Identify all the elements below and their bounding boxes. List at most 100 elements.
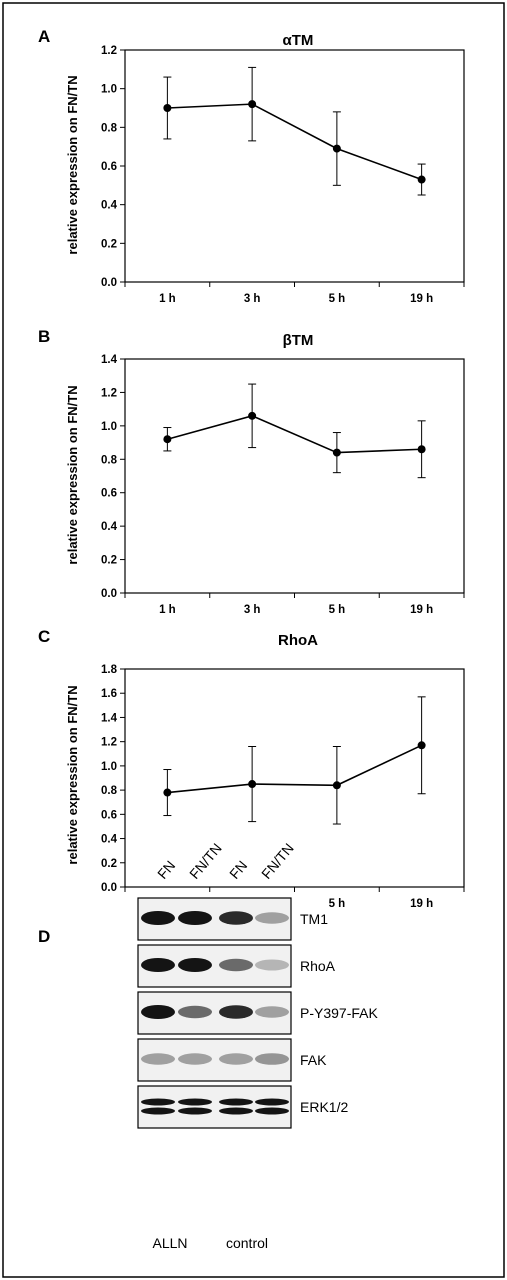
data-point-c [248,780,257,789]
panel-letter-a: A [38,27,50,46]
blot-rows: TM1 RhoA P-Y397-FAK FAK ERK1/2 [137,897,378,1129]
x-tick-label-b: 1 h [159,604,176,616]
panel-c: C RhoA relative expression on FN/TN 0.0 0… [38,627,465,910]
y-tick-label-c: 1.8 [101,664,118,676]
x-tick-label-a: 19 h [410,293,433,305]
band-tm1 [178,911,212,925]
y-tick-label-c: 1.0 [101,761,117,773]
band-tm1 [141,911,175,925]
band-fak [255,1053,289,1065]
band-erk1-2 [178,1107,212,1115]
y-tick-label-c: 1.6 [101,688,117,700]
panel-letter-c: C [38,627,50,646]
chart-title-a: αTM [283,32,314,49]
panel-b: B βTM relative expression on FN/TN 0.00.… [38,327,465,616]
band-p-y397-fak [141,1005,175,1019]
data-point-c [332,781,341,790]
y-axis-title-a: relative expression on FN/TN [65,75,80,254]
chart-marks-b: 0.0 0.2 0.4 0.6 0.8 1.0 1.2 1.4 1 h 3 h 5 h 19 h [101,354,465,616]
y-tick-label-c: 1.4 [101,712,118,724]
data-point-c [163,788,172,797]
data-point-b [417,445,426,454]
y-axis-title-b: relative expression on FN/TN [65,385,80,564]
y-tick-label-b: 0.6 [101,488,117,500]
band-erk1-2 [141,1107,175,1115]
y-tick-label-b: 0.2 [101,555,117,567]
panel-a: A αTM relative expression on FN/TN 0.00.… [38,27,465,305]
y-tick-label-c: 0.6 [101,809,117,821]
blot-box-erk1-2 [137,1085,292,1129]
y-tick-label-b: 0.4 [101,521,118,533]
group-label-control: control [226,1235,268,1251]
y-tick-label-a: 1.2 [101,45,117,57]
blot-label-tm1: TM1 [300,911,328,927]
band-p-y397-fak [219,1005,253,1019]
y-tick-label-c: 1.2 [101,737,117,749]
y-axis-title-c: relative expression on FN/TN [65,685,80,864]
y-tick-label-a: 0.6 [101,161,117,173]
chart-title-b: βTM [283,332,314,349]
x-tick-label-b: 3 h [244,604,261,616]
y-tick-label-a: 0.2 [101,238,117,250]
blot-label-p-y397-fak: P-Y397-FAK [300,1005,378,1021]
panel-letter-d: D [38,927,50,946]
x-tick-label-b: 19 h [410,604,433,616]
data-point-a [248,100,257,109]
band-erk1-2 [219,1107,253,1115]
chart-marks-a: 0.0 0.2 0.4 0.6 0.8 1.0 1.2 1 h 3 h 5 h 19 h [101,45,465,305]
blot-label-fak: FAK [300,1052,327,1068]
data-point-c [417,741,426,750]
y-tick-label-a: 0.8 [101,122,118,134]
data-point-b [248,411,257,420]
band-p-y397-fak [178,1005,212,1019]
band-erk1-2 [141,1098,175,1106]
data-point-a [163,104,172,112]
y-tick-label-b: 1.4 [101,354,118,366]
y-tick-label-a: 0.4 [101,200,118,212]
band-tm1 [219,911,253,925]
chart-marks-c: 0.00.20.40.60.81.01.21.41.61.81 h3 h5 h1… [101,664,465,910]
x-tick-label-c: 19 h [410,898,433,910]
x-tick-label-c: 5 h [329,898,346,910]
band-erk1-2 [255,1107,289,1115]
data-point-b [332,448,341,457]
band-p-y397-fak [255,1006,289,1018]
data-point-a [332,144,341,153]
y-tick-label-c: 0.0 [101,882,117,894]
band-erk1-2 [255,1098,289,1106]
x-tick-label-a: 5 h [329,293,346,305]
x-tick-label-a: 1 h [159,293,176,305]
series-line-a [167,103,422,181]
y-tick-label-a: 0.0 [101,277,117,289]
y-tick-label-c: 0.8 [101,785,118,797]
band-erk1-2 [219,1098,253,1106]
blot-label-rhoa: RhoA [300,958,336,974]
blot-label-erk1-2: ERK1/2 [300,1099,348,1115]
group-label-allln: ALLN [152,1235,187,1251]
series-line-c [167,744,422,794]
band-fak [219,1053,253,1065]
x-tick-label-a: 3 h [244,293,261,305]
y-tick-label-c: 0.2 [101,858,117,870]
y-tick-label-b: 1.0 [101,421,117,433]
panel-letter-b: B [38,327,50,346]
band-erk1-2 [178,1098,212,1106]
band-fak [141,1053,175,1065]
y-tick-label-a: 1.0 [101,84,117,96]
band-fak [178,1053,212,1065]
chart-title-c: RhoA [278,632,318,649]
band-tm1 [255,912,289,924]
band-rhoa [255,959,289,971]
x-tick-label-b: 5 h [329,604,346,616]
band-rhoa [141,958,175,972]
data-point-b [163,435,172,444]
y-tick-label-c: 0.4 [101,834,118,846]
y-tick-label-b: 0.8 [101,454,118,466]
y-tick-label-b: 0.0 [101,588,117,600]
band-rhoa [219,958,253,972]
band-rhoa [178,958,212,972]
y-tick-label-b: 1.2 [101,387,117,399]
data-point-a [417,175,426,184]
series-line-b [167,414,422,454]
